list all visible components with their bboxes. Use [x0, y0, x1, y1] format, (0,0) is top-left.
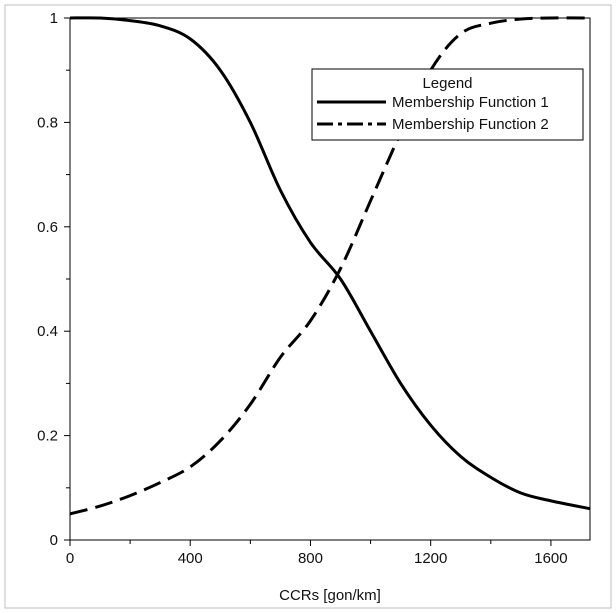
legend-label: Membership Function 1: [392, 94, 549, 111]
x-tick-label: 400: [178, 550, 203, 567]
x-axis-label: CCRs [gon/km]: [279, 587, 381, 604]
y-tick-label: 0.2: [37, 428, 58, 445]
axes: 0 400 800 1200 1600 0 0.2 0.4 0.6 0.8 1 CCRs [gon/k…: [37, 10, 567, 604]
y-tick-label: 0.6: [37, 219, 58, 236]
legend-box: [311, 68, 584, 141]
y-tick-label: 0: [50, 532, 58, 549]
x-tick-label: 1200: [414, 550, 447, 567]
legend: Legend Membership Function 1 Membership Fu…: [311, 68, 584, 141]
x-tick-label: 1600: [534, 550, 567, 567]
series-lines: [69, 16, 591, 516]
series-line-membership-function-1: [69, 16, 591, 511]
series-line-membership-function-2: [69, 16, 591, 516]
figure-border: [4, 4, 612, 609]
legend-label: Membership Function 2: [392, 116, 549, 133]
legend-title: Legend: [422, 75, 472, 92]
x-tick-label: 0: [66, 550, 74, 567]
y-tick-label: 1: [50, 10, 58, 27]
y-tick-label: 0.4: [37, 323, 58, 340]
x-tick-label: 800: [298, 550, 323, 567]
y-tick-label: 0.8: [37, 114, 58, 131]
